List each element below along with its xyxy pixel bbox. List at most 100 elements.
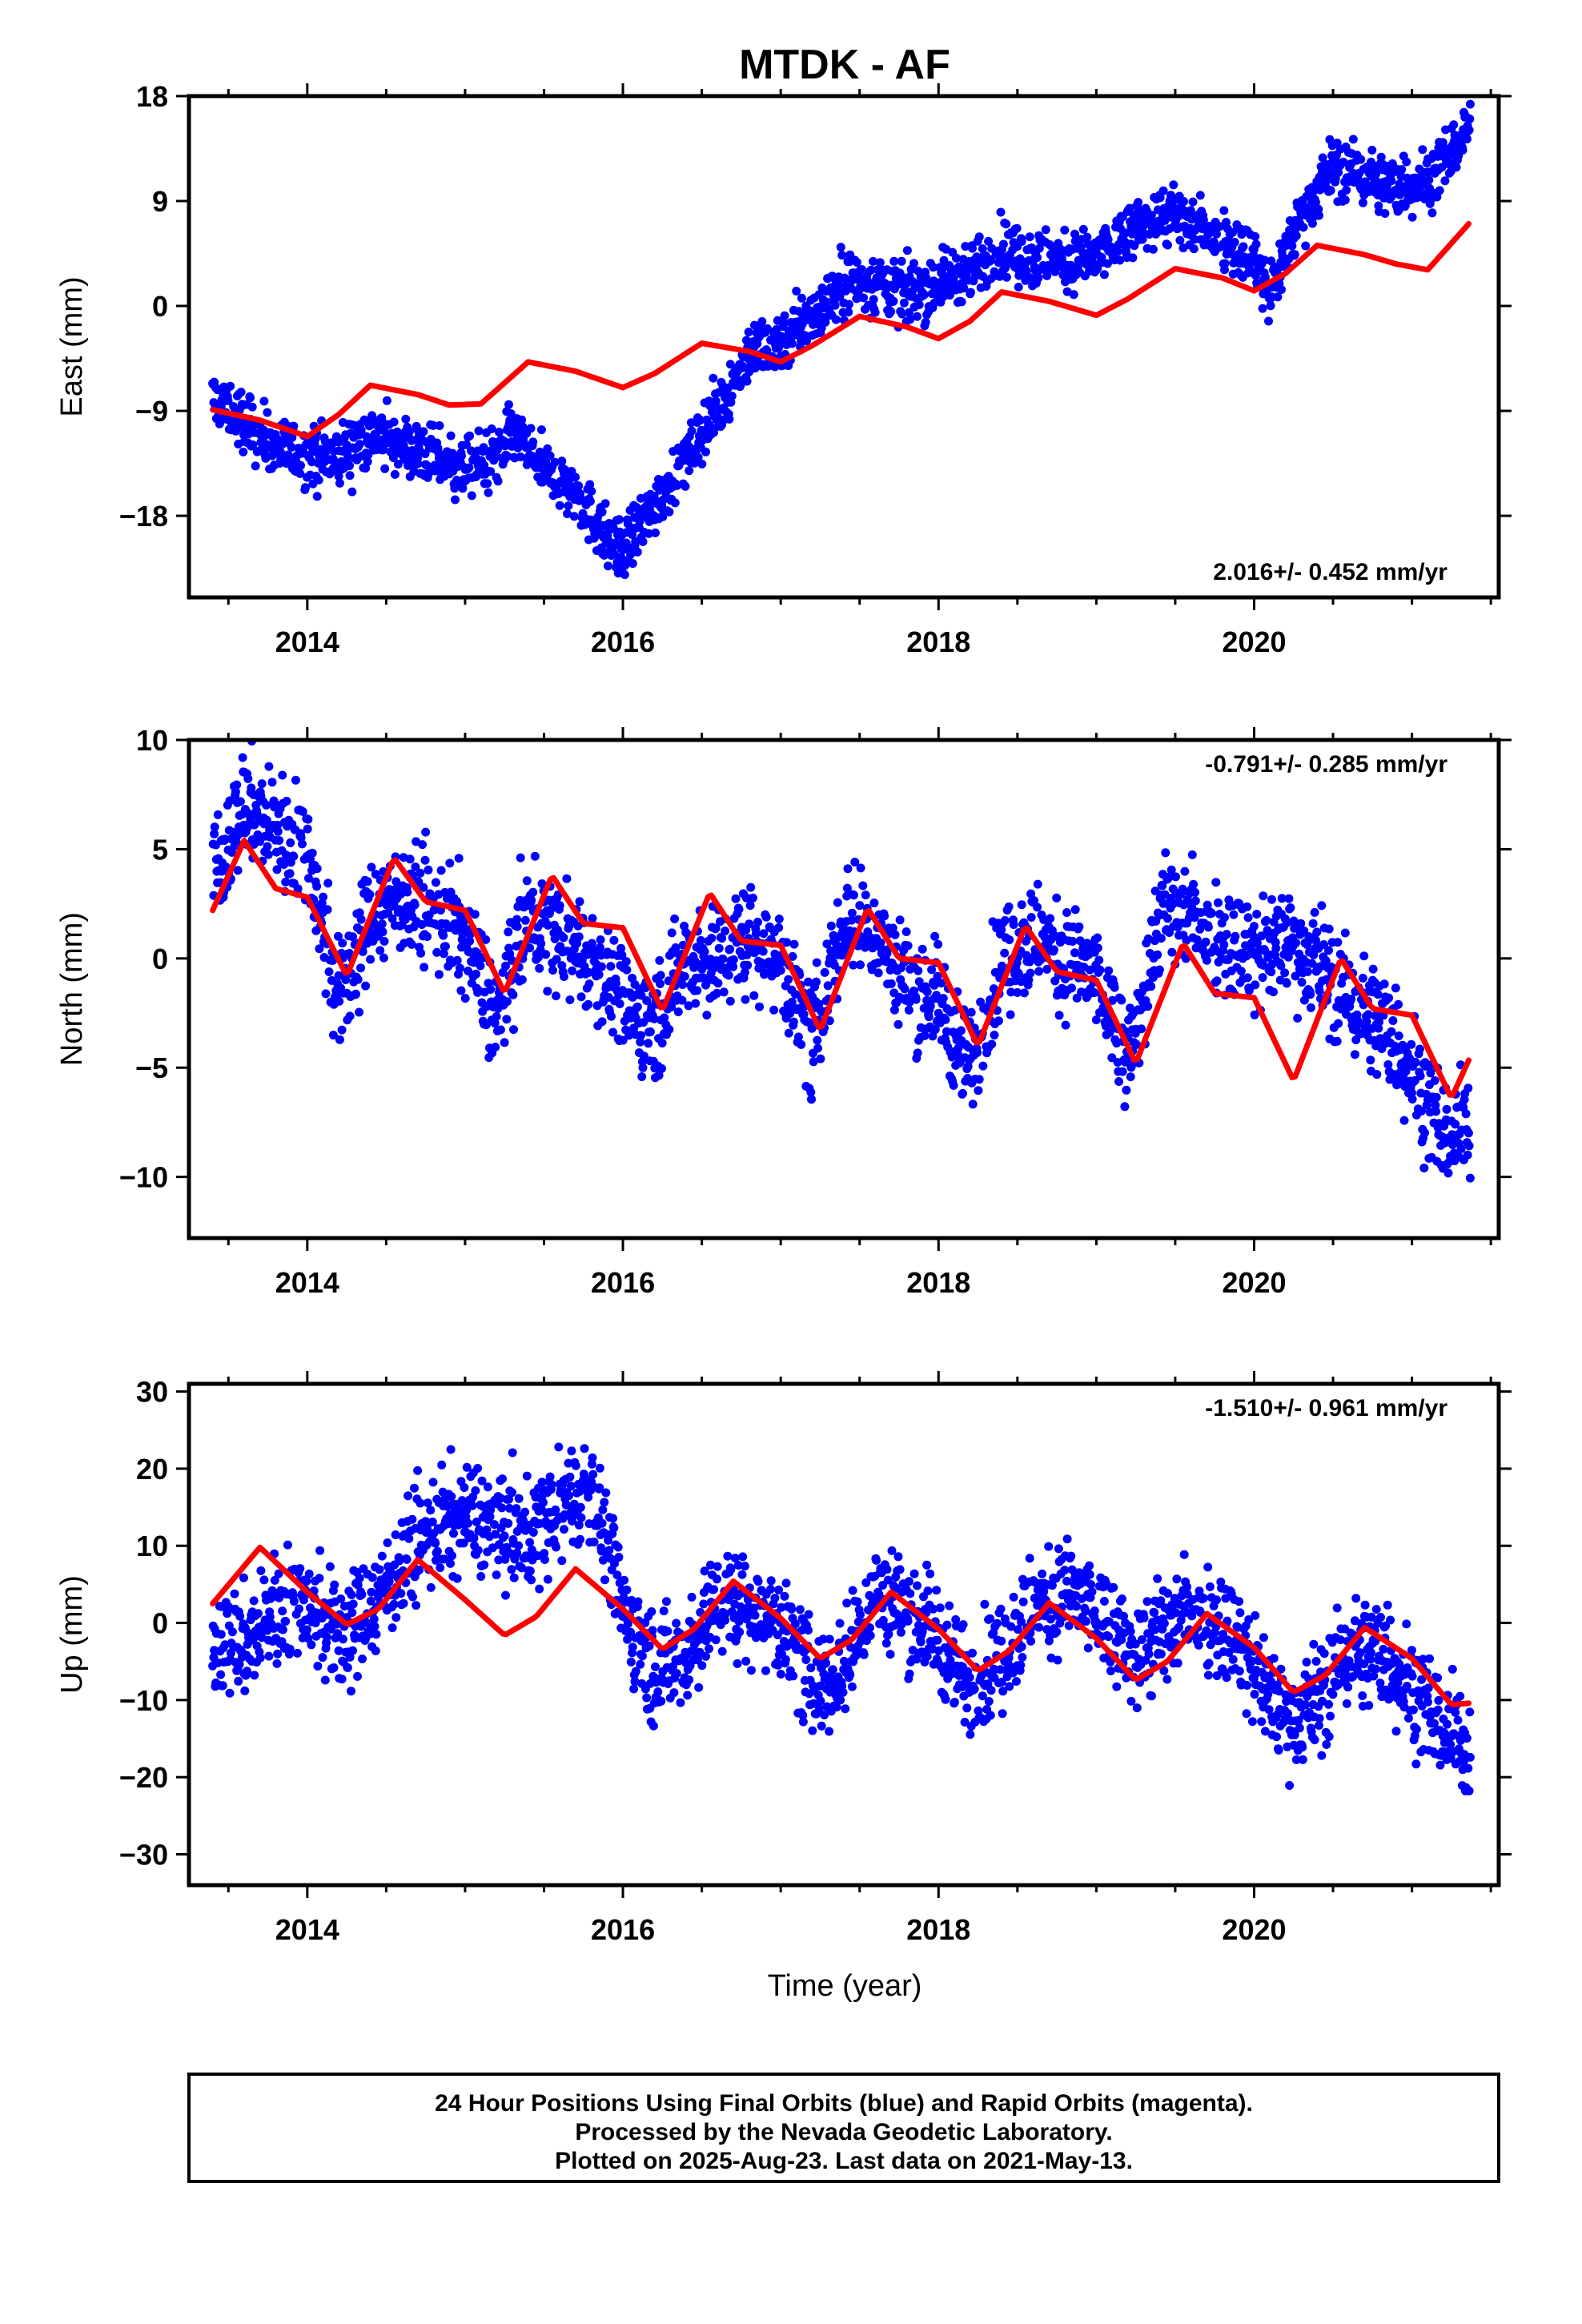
north-data-point [491,1043,500,1051]
north-data-point [1464,1084,1473,1093]
east-data-point [1060,225,1070,235]
north-data-point [500,1038,509,1047]
east-data-point [1424,175,1434,185]
east-data-point [1220,259,1230,268]
north-data-point [1171,872,1180,882]
north-data-point [994,1016,1003,1026]
east-data-point [345,471,355,480]
up-data-point [491,1530,500,1539]
up-data-point [630,1677,640,1687]
north-data-point [1000,915,1010,925]
north-data-point [1024,975,1034,985]
east-data-point [1033,253,1042,263]
north-data-point [1000,948,1010,958]
east-data-point [1121,228,1130,238]
north-data-point [535,963,544,973]
up-data-point [423,1523,432,1533]
north-data-point [789,939,799,949]
east-frame [187,94,1501,600]
north-data-point [225,796,235,806]
east-data-point [951,253,961,263]
north-data-point [934,939,943,949]
up-data-point [322,1632,331,1642]
east-data-point [869,256,877,266]
east-data-point [494,428,504,437]
north-data-point [655,955,665,965]
east-data-point [1427,208,1437,218]
up-data-point [648,1721,658,1731]
east-data-point [665,507,674,517]
north-data-point [303,824,312,834]
up-data-point [334,1646,343,1655]
north-data-point [608,1027,617,1037]
north-data-point [1321,956,1331,966]
north-data-point [1372,1070,1382,1080]
north-data-point [707,934,717,943]
north-data-point [1306,1003,1315,1012]
up-data-point [285,1644,295,1654]
north-data-point [1451,1120,1460,1129]
up-data-point [315,1546,325,1555]
east-data-point [1169,180,1178,190]
north-data-point [987,1039,997,1049]
north-data-point [227,847,237,857]
north-data-point [718,955,728,963]
up-data-point [517,1563,527,1573]
east-data-point [296,460,305,470]
north-data-point [1303,940,1312,950]
up-data-point [576,1502,585,1512]
north-data-point [1407,1039,1416,1049]
north-data-point [913,1048,922,1058]
north-data-point [1333,938,1343,947]
up-data-point [336,1594,346,1603]
up-data-point [540,1555,549,1564]
up-data-point [270,1575,279,1585]
north-data-point [548,966,557,975]
north-data-point [298,839,307,849]
east-data-point [1012,223,1022,233]
up-data-point [460,1483,469,1492]
north-data-point [431,878,440,887]
north-data-point [588,914,597,923]
up-data-point [574,1520,584,1530]
up-data-point [565,1472,575,1482]
north-data-point [323,905,332,915]
east-data-point [866,265,876,275]
north-data-point [636,1031,645,1040]
north-data-point [649,1014,659,1023]
up-data-point [355,1574,364,1583]
north-data-point [490,1019,500,1028]
east-data-point [763,324,772,333]
north-data-point [1033,879,1042,889]
east-data-point [1299,223,1308,232]
north-data-point [516,853,525,862]
north-data-point [1332,1036,1342,1046]
north-data-point [501,961,510,971]
up-data-point [259,1575,269,1585]
north-data-point [1005,935,1014,944]
north-data-point [745,901,755,911]
north-data-point [1430,1076,1439,1085]
north-data-point [1293,1013,1303,1023]
east-data-point [428,420,438,430]
up-data-point [504,1494,513,1504]
north-data-point [584,967,593,977]
up-data-point [669,1688,679,1698]
north-data-point [1388,1016,1398,1025]
east-y-axis-label: East (mm) [55,276,89,416]
north-data-point [319,892,328,902]
north-data-point [1243,902,1252,911]
up-data-point [462,1462,472,1472]
up-data-point [404,1534,414,1543]
north-data-point [1033,903,1042,912]
up-data-point [318,1653,327,1663]
up-data-point [653,1687,663,1696]
north-data-point [816,1054,825,1063]
north-data-point [356,915,366,924]
east-data-point [1189,244,1199,254]
east-data-point [505,416,515,425]
north-data-point [439,931,448,940]
north-data-point [1315,986,1324,995]
east-data-point [608,523,618,533]
